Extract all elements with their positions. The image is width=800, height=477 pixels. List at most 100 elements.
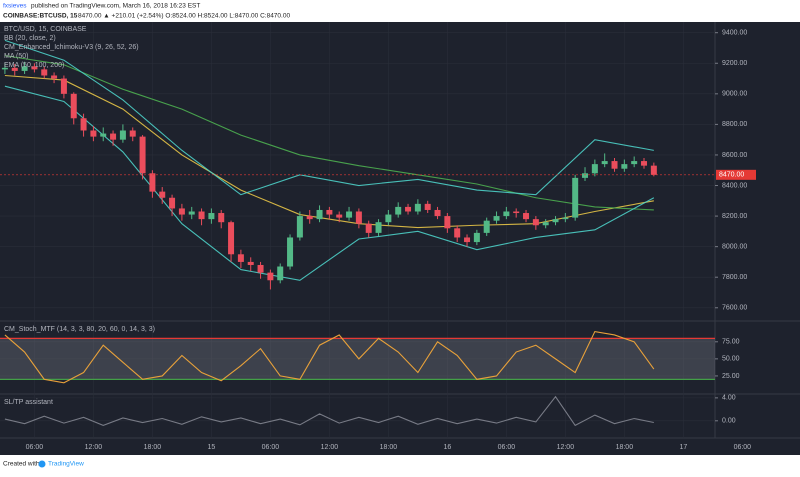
- x-tick-label: 12:00: [557, 444, 575, 451]
- x-tick-label: 06:00: [26, 444, 44, 451]
- candle-body: [444, 216, 451, 229]
- x-tick-label: 06:00: [498, 444, 516, 451]
- candle-body: [562, 217, 569, 220]
- candle-body: [277, 266, 284, 281]
- indicator-label: CM_Enhanced_Ichimoku-V3 (9, 26, 52, 26): [4, 44, 139, 51]
- y-tick-label: 75.00: [722, 339, 740, 346]
- x-tick-label: 12:00: [85, 444, 103, 451]
- candle-body: [316, 209, 323, 220]
- candle-body: [159, 191, 166, 198]
- indicator-label: BB (20, close, 2): [4, 35, 56, 42]
- candle-body: [100, 133, 107, 137]
- candle-body: [355, 211, 362, 224]
- footer-brand[interactable]: TradingView: [48, 461, 84, 468]
- candle-body: [267, 272, 274, 281]
- pane-title: CM_Stoch_MTF (14, 3, 3, 80, 20, 60, 0, 1…: [4, 326, 155, 333]
- candle-body: [532, 219, 539, 226]
- x-tick-label: 16: [443, 444, 451, 451]
- y-tick-label: 8600.00: [722, 152, 747, 159]
- candle-body: [591, 164, 598, 174]
- indicator-label: MA (50): [4, 53, 29, 60]
- candle-body: [473, 232, 480, 243]
- author[interactable]: fxsieves: [3, 3, 27, 10]
- candle-body: [414, 203, 421, 212]
- candle-body: [198, 211, 205, 220]
- x-tick-label: 18:00: [380, 444, 398, 451]
- indicator-label: EMA (50, 100, 200): [4, 62, 64, 69]
- candle-body: [129, 130, 136, 137]
- candle-body: [611, 161, 618, 169]
- candle-body: [336, 214, 343, 218]
- candle-body: [572, 177, 579, 218]
- candle-body: [188, 211, 195, 215]
- y-tick-label: 4.00: [722, 395, 736, 402]
- candle-body: [208, 213, 215, 220]
- header-bar: [0, 0, 800, 22]
- candle-body: [365, 223, 372, 233]
- y-tick-label: 9200.00: [722, 60, 747, 67]
- candle-body: [21, 66, 28, 71]
- candle-body: [326, 209, 333, 215]
- overlay-labels: 06:00 12:00 18:00 15 06:00 12:00 18:00 16 06:00 1…: [4, 26, 756, 451]
- candle-body: [523, 213, 530, 220]
- candle-body: [631, 161, 638, 165]
- footer-bar: [0, 455, 800, 472]
- candle-body: [464, 237, 471, 243]
- candle-body: [542, 222, 549, 226]
- symbol: COINBASE:BTCUSD, 15: [3, 13, 78, 20]
- candle-body: [434, 209, 441, 217]
- candle-body: [621, 164, 628, 169]
- x-tick-label: 12:00: [321, 444, 339, 451]
- y-tick-label: 9400.00: [722, 30, 747, 37]
- candle-body: [641, 161, 648, 166]
- x-tick-label: 18:00: [144, 444, 162, 451]
- candle-body: [296, 216, 303, 238]
- candle-body: [178, 208, 185, 215]
- y-tick-label: 0.00: [722, 418, 736, 425]
- candle-body: [139, 136, 146, 174]
- candle-body: [346, 211, 353, 218]
- candle-body: [31, 66, 38, 70]
- indicator-line: [4, 39, 654, 196]
- candle-body: [119, 130, 126, 140]
- candle-body: [257, 264, 264, 273]
- candle-body: [218, 213, 225, 223]
- candle-body: [247, 261, 254, 265]
- candle-body: [80, 118, 87, 131]
- last-price-tag: [716, 169, 756, 180]
- chart-background: [0, 22, 800, 455]
- candle-body: [650, 165, 657, 175]
- candle-body: [110, 133, 117, 140]
- x-tick-label: 17: [679, 444, 687, 451]
- y-tick-label: 8200.00: [722, 213, 747, 220]
- candle-body: [11, 67, 18, 71]
- candle-body: [41, 69, 48, 76]
- oscillator-line: [4, 395, 654, 427]
- x-tick-label: 15: [207, 444, 215, 451]
- y-tick-label: 25.00: [722, 373, 740, 380]
- candle-body: [375, 222, 382, 233]
- plot-area: [0, 22, 715, 438]
- x-tick-label: 06:00: [262, 444, 280, 451]
- oscillator-line: [4, 330, 655, 384]
- y-tick-label: 7600.00: [722, 305, 747, 312]
- candle-body: [424, 203, 431, 210]
- y-tick-label: 8400.00: [722, 182, 747, 189]
- pane-title: SL/TP assistant: [4, 399, 53, 406]
- candle-body: [90, 130, 97, 137]
- candle-body: [60, 78, 67, 94]
- candle-body: [149, 173, 156, 192]
- candle-body: [237, 254, 244, 262]
- candle-body: [601, 161, 608, 165]
- x-tick-label: 06:00: [734, 444, 752, 451]
- candle-body: [70, 93, 77, 119]
- candle-body: [51, 75, 58, 79]
- indicator-line: [4, 55, 654, 211]
- band-fill: [0, 338, 715, 380]
- pane-title: BTC/USD, 15, COINBASE: [4, 26, 87, 33]
- candle-body: [287, 237, 294, 267]
- last-price-label: 8470.00: [719, 172, 744, 179]
- published: published on TradingView.com, March 16, …: [31, 3, 200, 10]
- quote: 8470.00 ▲ +210.01 (+2.54%) O:8524.00 H:8…: [78, 13, 290, 20]
